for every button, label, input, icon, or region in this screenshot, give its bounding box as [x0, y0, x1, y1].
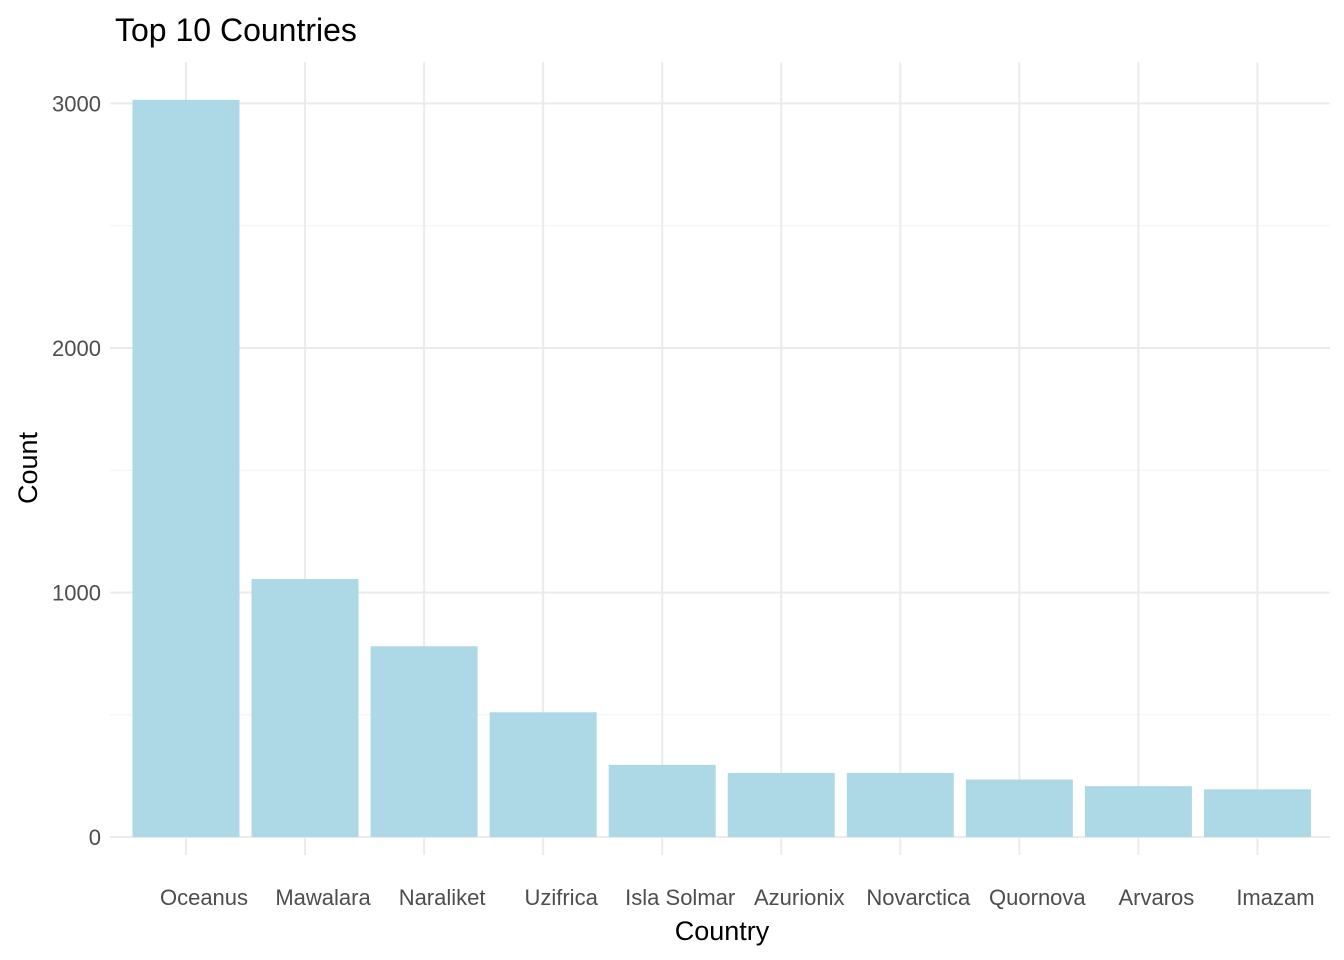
bars	[132, 99, 1311, 837]
y-axis-ticks: 0 1000 2000 3000	[52, 92, 101, 851]
y-tick-label: 2000	[52, 336, 101, 361]
bar	[965, 779, 1073, 837]
x-tick-label: Arvaros	[1119, 885, 1195, 910]
bar	[489, 712, 597, 837]
bar	[370, 646, 478, 837]
x-tick-label: Quornova	[989, 885, 1086, 910]
grid-lines	[110, 62, 1330, 855]
bar	[251, 579, 359, 837]
x-tick-label: Novarctica	[866, 885, 971, 910]
chart-title: Top 10 Countries	[115, 12, 357, 48]
x-tick-label: Imazam	[1236, 885, 1314, 910]
x-axis-title: Country	[675, 916, 770, 946]
bar	[1203, 789, 1311, 837]
y-tick-label: 0	[89, 825, 101, 850]
x-tick-label: Uzifrica	[524, 885, 598, 910]
x-tick-label: Isla Solmar	[625, 885, 735, 910]
bar	[727, 772, 835, 837]
bar	[132, 99, 240, 837]
x-tick-label: Azurionix	[754, 885, 844, 910]
x-tick-label: Naraliket	[399, 885, 486, 910]
bar	[1084, 786, 1192, 837]
y-axis-title: Count	[13, 431, 43, 504]
x-axis-ticks: Oceanus Mawalara Naraliket Uzifrica Isla Sol…	[160, 885, 1315, 910]
x-tick-label: Oceanus	[160, 885, 248, 910]
bar	[846, 772, 954, 837]
x-tick-label: Mawalara	[275, 885, 371, 910]
bar	[608, 764, 716, 837]
y-tick-label: 1000	[52, 581, 101, 606]
y-tick-label: 3000	[52, 92, 101, 117]
